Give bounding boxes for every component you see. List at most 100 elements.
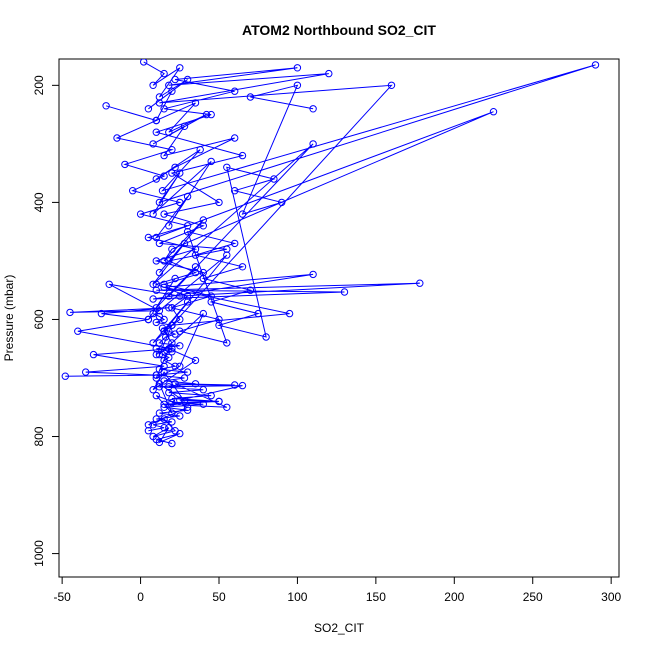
y-axis-label: Pressure (mbar) xyxy=(2,275,16,362)
data-point xyxy=(183,222,192,230)
data-point xyxy=(387,81,396,90)
data-point xyxy=(207,157,215,166)
data-point xyxy=(183,406,192,414)
data-point xyxy=(183,292,192,300)
series-line xyxy=(148,313,243,432)
data-point xyxy=(238,210,247,218)
data-point xyxy=(152,280,161,288)
data-point xyxy=(180,397,189,406)
data-point xyxy=(155,93,164,101)
data-point xyxy=(191,380,200,388)
data-point xyxy=(160,403,168,411)
data-point xyxy=(152,257,161,265)
data-point xyxy=(160,210,168,218)
data-point xyxy=(152,345,161,353)
data-point xyxy=(231,187,239,195)
data-point xyxy=(149,309,157,318)
data-point xyxy=(246,93,255,101)
data-point xyxy=(168,304,176,312)
data-point xyxy=(165,383,173,391)
data-point xyxy=(231,87,239,95)
data-point xyxy=(168,339,176,347)
data-point xyxy=(168,245,176,253)
data-point xyxy=(199,274,208,283)
data-point xyxy=(105,280,113,288)
data-point xyxy=(223,163,231,172)
data-point xyxy=(293,81,302,90)
data-point xyxy=(176,327,184,335)
data-point xyxy=(160,105,168,113)
data-point xyxy=(168,169,176,177)
data-point xyxy=(215,315,223,324)
data-point xyxy=(176,412,184,420)
data-point xyxy=(149,140,157,148)
data-point xyxy=(155,198,164,207)
data-point xyxy=(215,397,223,406)
data-point xyxy=(416,279,424,287)
data-point xyxy=(285,309,294,318)
data-point xyxy=(144,233,153,242)
data-point xyxy=(231,381,239,389)
data-point xyxy=(325,69,333,78)
data-point xyxy=(113,134,121,142)
y-tick-label: 800 xyxy=(32,426,46,446)
data-point xyxy=(168,439,176,448)
data-point xyxy=(171,362,179,370)
data-point xyxy=(165,81,173,90)
data-point xyxy=(152,435,161,444)
data-point xyxy=(270,175,278,183)
data-point xyxy=(149,295,157,303)
data-point xyxy=(171,163,179,172)
data-point xyxy=(238,151,247,160)
x-tick-label: 100 xyxy=(287,590,307,604)
data-point xyxy=(199,309,208,318)
data-point xyxy=(97,309,106,318)
data-point xyxy=(191,251,200,259)
data-point xyxy=(309,105,317,113)
data-point xyxy=(160,257,168,265)
series-line xyxy=(105,84,314,344)
data-point xyxy=(231,134,239,142)
data-point xyxy=(155,268,164,277)
data-point xyxy=(140,59,148,66)
y-axis: 200 400 600 800 1000 xyxy=(32,75,60,567)
x-tick-label: 50 xyxy=(212,590,226,604)
series-line xyxy=(65,67,420,377)
data-point xyxy=(168,321,176,329)
data-point xyxy=(199,216,208,224)
data-point xyxy=(171,274,179,283)
data-point xyxy=(278,198,286,207)
series-2 xyxy=(61,64,424,380)
series-4 xyxy=(102,81,317,347)
data-point xyxy=(165,388,173,397)
data-point xyxy=(191,356,200,365)
data-point xyxy=(183,228,192,236)
data-point xyxy=(160,377,168,385)
data-point xyxy=(176,169,184,177)
data-point xyxy=(176,198,184,207)
y-tick-label: 400 xyxy=(32,192,46,212)
data-point xyxy=(155,99,164,107)
data-point xyxy=(591,61,600,69)
data-point xyxy=(152,371,161,379)
data-point xyxy=(162,333,170,341)
data-point xyxy=(168,394,176,403)
plot-frame xyxy=(58,58,620,578)
data-point xyxy=(144,427,153,435)
data-point xyxy=(168,418,176,426)
data-point xyxy=(152,391,161,400)
x-tick-label: 150 xyxy=(366,590,386,604)
data-point xyxy=(199,222,208,230)
x-tick-label: 0 xyxy=(137,590,144,604)
data-point xyxy=(149,81,157,90)
data-point xyxy=(121,160,129,169)
data-point xyxy=(155,339,164,347)
data-point xyxy=(160,400,168,408)
data-point xyxy=(160,69,168,78)
data-point xyxy=(160,315,168,324)
data-point xyxy=(158,324,167,332)
data-point xyxy=(155,383,164,391)
data-point xyxy=(223,339,231,347)
data-point xyxy=(489,108,498,116)
